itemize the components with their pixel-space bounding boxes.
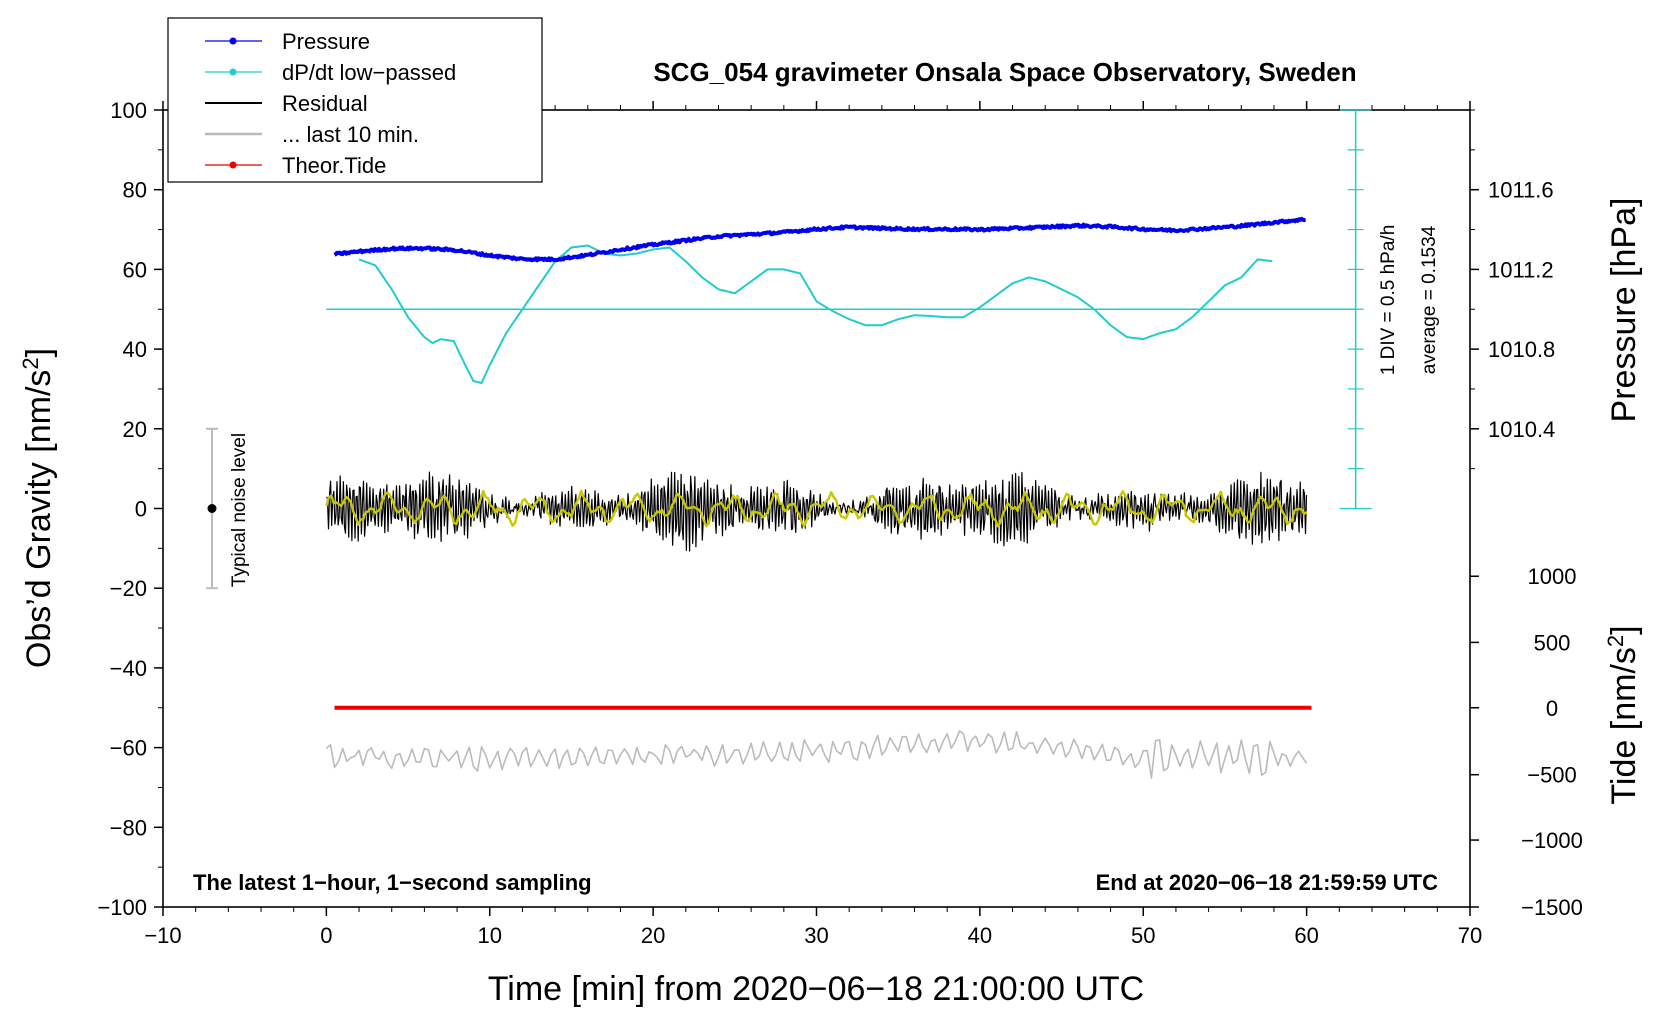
y-tick-label: 60 bbox=[123, 257, 147, 282]
pressure-tick-label: 1011.2 bbox=[1488, 257, 1554, 282]
end-time-note: End at 2020−06−18 21:59:59 UTC bbox=[1096, 870, 1439, 895]
x-tick-label: 70 bbox=[1458, 923, 1482, 948]
noise-bar-center bbox=[207, 504, 217, 513]
x-tick-label: −10 bbox=[144, 923, 181, 948]
y-tick-label: 0 bbox=[135, 497, 147, 522]
axes-layer: −10 0 10 20 30 40 50 60 70100806040200−20−40−60−… bbox=[97, 98, 1582, 948]
y-tick-label: −100 bbox=[97, 895, 147, 920]
y-tick-label: −80 bbox=[110, 815, 147, 840]
sampling-note: The latest 1−hour, 1−second sampling bbox=[193, 870, 592, 895]
x-tick-label: 40 bbox=[968, 923, 992, 948]
tide-tick-label: 500 bbox=[1534, 630, 1571, 655]
dpdt-line bbox=[358, 244, 1273, 384]
y-axis-title-tide: Tide [nm/s2] bbox=[1603, 625, 1643, 804]
y-tick-label: 100 bbox=[110, 98, 147, 123]
y-tick-label: −40 bbox=[110, 656, 147, 681]
legend-label: Residual bbox=[282, 91, 368, 116]
x-axis-title: Time [min] from 2020−06−18 21:00:00 UTC bbox=[488, 970, 1144, 1008]
div-scale-label: 1 DIV = 0.5 hPa/h bbox=[1378, 225, 1399, 376]
y-tick-label: −60 bbox=[110, 736, 147, 761]
chart-title: SCG_054 gravimeter Onsala Space Observat… bbox=[653, 57, 1356, 87]
x-tick-label: 60 bbox=[1294, 923, 1318, 948]
noise-level-label: Typical noise level bbox=[229, 433, 250, 587]
tide-tick-label: 0 bbox=[1546, 696, 1558, 721]
y-tick-label: 20 bbox=[123, 417, 147, 442]
legend-marker bbox=[229, 68, 237, 76]
tide-tick-label: −1500 bbox=[1521, 895, 1583, 920]
average-label: average = 0.1534 bbox=[1419, 225, 1440, 374]
legend-box bbox=[167, 17, 543, 183]
tide-tick-label: 1000 bbox=[1528, 564, 1577, 589]
pressure-tick-label: 1010.4 bbox=[1488, 417, 1555, 442]
pressure-tick-label: 1010.8 bbox=[1488, 337, 1555, 362]
legend-marker bbox=[229, 161, 237, 169]
x-tick-label: 50 bbox=[1131, 923, 1155, 948]
y-tick-label: 40 bbox=[123, 337, 147, 362]
legend-label: ... last 10 min. bbox=[282, 122, 419, 147]
x-tick-label: 30 bbox=[804, 923, 828, 948]
tide-tick-label: −500 bbox=[1527, 763, 1577, 788]
residual-smoothed-line bbox=[325, 489, 1308, 528]
y-axis-title-left-sup: 2 bbox=[18, 357, 43, 369]
legend-label: Theor.Tide bbox=[282, 153, 386, 178]
x-tick-label: 20 bbox=[641, 923, 665, 948]
pressure-tick-label: 1011.6 bbox=[1488, 178, 1554, 203]
x-tick-label: 10 bbox=[478, 923, 502, 948]
y-axis-title-pressure: Pressure [hPa] bbox=[1605, 198, 1643, 423]
legend: Pressure dP/dt low−passed Residual ... last… bbox=[167, 17, 543, 183]
y-tick-label: −20 bbox=[110, 576, 147, 601]
tide-tick-label: −1000 bbox=[1521, 828, 1583, 853]
y-axis-title-tide-sup: 2 bbox=[1603, 635, 1628, 647]
y-tick-label: 80 bbox=[123, 178, 147, 203]
x-tick-label: 0 bbox=[320, 923, 332, 948]
residual-line bbox=[326, 471, 1308, 552]
last-10-min-line bbox=[325, 730, 1308, 779]
legend-label: dP/dt low−passed bbox=[282, 60, 456, 85]
series-layer bbox=[206, 109, 1372, 779]
pressure-line bbox=[333, 216, 1307, 263]
y-axis-title-left: Obs’d Gravity [nm/s2] bbox=[18, 348, 58, 668]
legend-label: Pressure bbox=[282, 29, 370, 54]
legend-marker bbox=[229, 37, 237, 45]
